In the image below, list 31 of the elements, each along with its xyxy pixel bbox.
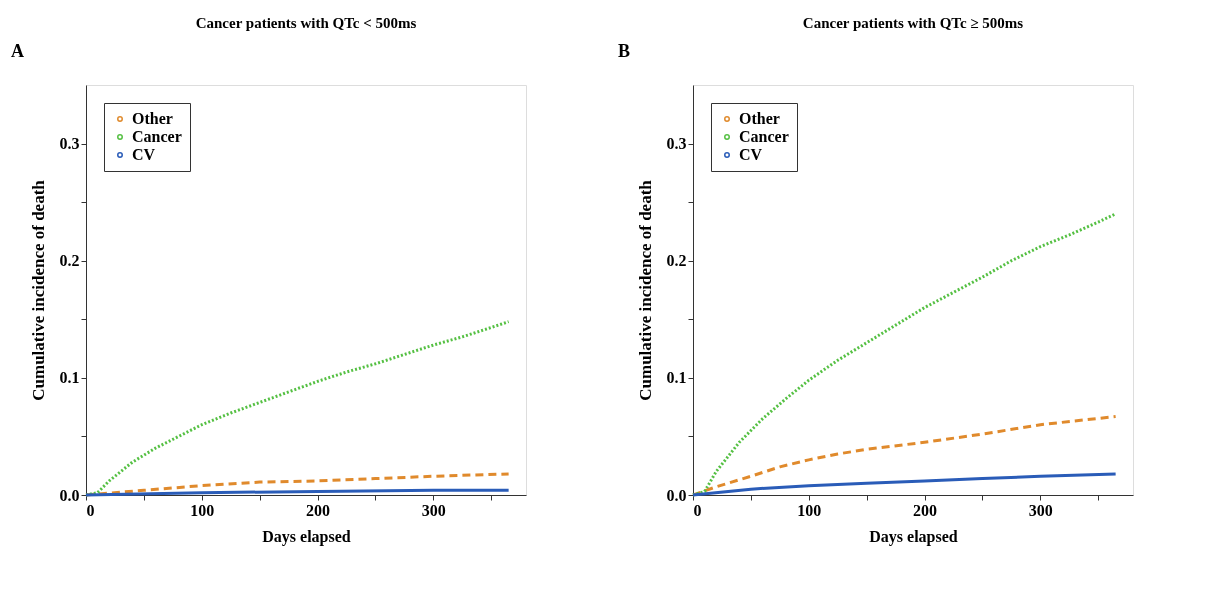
x-tick-label: 200 bbox=[913, 501, 938, 519]
y-tick-label: 0.1 bbox=[59, 369, 80, 387]
x-tick-label: 100 bbox=[797, 501, 822, 519]
text: B bbox=[618, 41, 631, 61]
x-tick-label: 100 bbox=[190, 501, 215, 519]
chart-title: Cancer patients with QTc ≥ 500ms bbox=[802, 15, 1024, 31]
y-tick-label: 0.0 bbox=[59, 486, 80, 504]
x-tick-label: 300 bbox=[421, 501, 446, 519]
x-tick-label: 0 bbox=[86, 501, 95, 519]
y-tick-label: 0.3 bbox=[59, 135, 80, 153]
legend-label: CV bbox=[739, 146, 763, 163]
y-tick-label: 0.2 bbox=[59, 252, 80, 270]
y-axis-title: Cumulative incidence of death bbox=[635, 179, 655, 401]
y-tick-label: 0.3 bbox=[666, 135, 687, 153]
legend-label: Cancer bbox=[739, 128, 789, 145]
legend-label: Other bbox=[132, 110, 173, 127]
y-tick-label: 0.0 bbox=[666, 486, 687, 504]
text: A bbox=[11, 41, 24, 61]
chart-title: Cancer patients with QTc < 500ms bbox=[195, 15, 417, 31]
x-tick-label: 200 bbox=[306, 501, 331, 519]
x-axis-title: Days elapsed bbox=[869, 527, 958, 546]
x-axis-title: Days elapsed bbox=[262, 527, 351, 546]
y-tick-label: 0.2 bbox=[666, 252, 687, 270]
x-tick-label: 0 bbox=[693, 501, 702, 519]
legend-label: Other bbox=[739, 110, 780, 127]
legend-label: Cancer bbox=[132, 128, 182, 145]
line-series bbox=[691, 472, 1118, 497]
y-axis-title: Cumulative incidence of death bbox=[28, 179, 48, 401]
x-tick-label: 300 bbox=[1028, 501, 1053, 519]
y-tick-label: 0.1 bbox=[666, 369, 687, 387]
legend-label: CV bbox=[132, 146, 156, 163]
